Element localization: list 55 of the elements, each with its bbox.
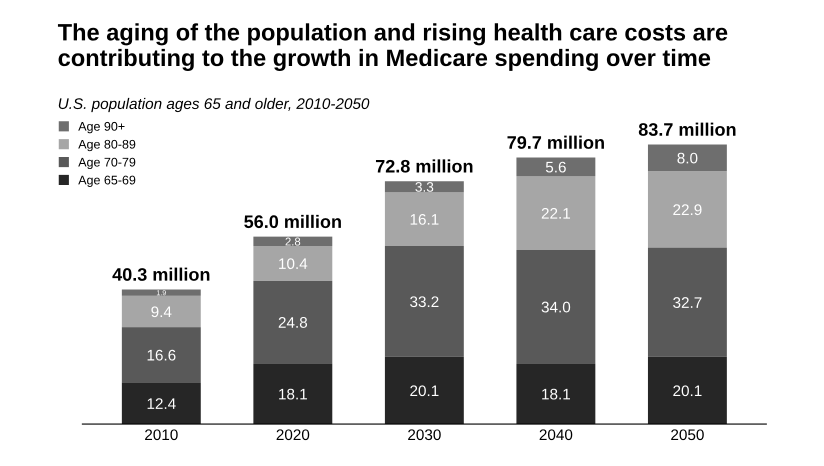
bar	[516, 250, 596, 364]
legend-label: Age 80-89	[78, 140, 136, 152]
data-label: 32.7	[673, 297, 702, 308]
bar	[648, 144, 727, 172]
bar	[516, 157, 596, 176]
data-label: 20.1	[673, 385, 702, 396]
bar	[253, 364, 332, 424]
bar	[648, 171, 727, 248]
bar	[648, 248, 727, 357]
legend-label: Age 70-79	[78, 158, 136, 170]
legend-label: Age 90+	[78, 122, 125, 134]
bar	[384, 181, 464, 192]
data-label: 16.1	[410, 214, 438, 225]
data-label: 9.4	[151, 306, 172, 318]
data-label: 12.4	[148, 398, 176, 409]
bar	[122, 382, 201, 424]
bar	[516, 176, 596, 250]
data-label: 18.1	[279, 388, 307, 400]
bar	[384, 246, 464, 357]
total-label: 56.0 million	[244, 214, 341, 228]
total-label: 72.8 million	[376, 159, 472, 173]
bar	[253, 236, 332, 246]
data-label: 24.8	[278, 317, 308, 328]
bar	[384, 192, 464, 246]
bar	[122, 289, 201, 296]
data-label: 34.0	[542, 302, 570, 312]
bar	[122, 327, 201, 383]
x-tick-label: 2050	[671, 429, 704, 440]
x-tick-label: 2030	[408, 429, 441, 440]
bar	[253, 280, 332, 364]
total-label: 83.7 million	[638, 122, 736, 136]
x-tick-label: 2010	[145, 429, 178, 440]
x-tick-label: 2040	[540, 429, 572, 440]
data-label: 3.3	[415, 182, 434, 192]
bar	[384, 356, 464, 424]
legend-label: Age 65-69	[78, 176, 136, 187]
data-label: 8.0	[677, 152, 698, 164]
data-label: 16.6	[148, 350, 176, 361]
data-label: 22.1	[542, 208, 570, 219]
bar	[648, 356, 727, 424]
total-label: 40.3 million	[112, 268, 210, 281]
data-label: 10.4	[279, 258, 308, 270]
bar	[516, 364, 596, 424]
data-label: 20.1	[410, 385, 438, 396]
total-label: 79.7 million	[507, 136, 604, 149]
data-label: 18.1	[542, 388, 570, 400]
chart-subtitle: U.S. population ages 65 and older, 2010-2050	[58, 98, 370, 112]
bar	[122, 296, 201, 328]
chart-title: The aging of the population and rising health care costs are contributing to the growth in Medicare spending over time	[58, 23, 728, 71]
x-tick-label: 2020	[276, 429, 310, 440]
data-label: 33.2	[410, 296, 438, 308]
bar	[253, 246, 332, 281]
data-label: 5.6	[546, 162, 566, 173]
data-label: 22.9	[673, 204, 702, 216]
data-label: 2.8	[286, 238, 300, 246]
